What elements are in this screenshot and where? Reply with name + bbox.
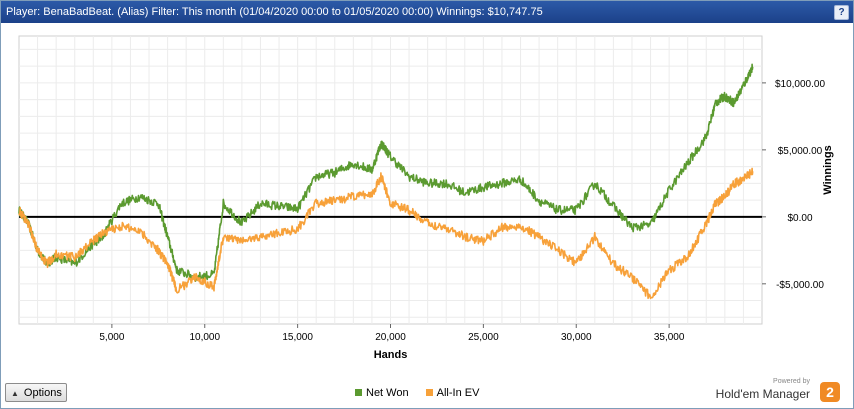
series-layer bbox=[18, 63, 754, 300]
x-tick-label: 25,000 bbox=[468, 332, 499, 343]
legend-swatch bbox=[425, 389, 433, 396]
x-tick-label: 10,000 bbox=[189, 332, 220, 343]
x-tick-label: 35,000 bbox=[654, 332, 685, 343]
help-icon[interactable]: ? bbox=[834, 5, 849, 20]
series-line bbox=[18, 63, 754, 283]
brand-logo: Powered by Hold'em Manager 2 bbox=[716, 378, 840, 404]
y-tick-label: $0.00 bbox=[787, 213, 812, 224]
brand-badge-icon: 2 bbox=[820, 382, 840, 402]
y-axis-ticks: -$5,000.00 $0.00 $5,000.00 $10,000.00 bbox=[762, 79, 825, 291]
grid bbox=[19, 36, 762, 324]
window-title: Player: BenaBadBeat. (Alias) Filter: Thi… bbox=[6, 6, 543, 18]
legend-item-net-won[interactable]: Net Won bbox=[355, 387, 409, 399]
y-axis-label: Winnings bbox=[822, 145, 834, 194]
x-axis-label: Hands bbox=[374, 349, 408, 361]
x-tick-label: 5,000 bbox=[99, 332, 124, 343]
legend-label: All-In EV bbox=[436, 387, 480, 399]
brand-name: Hold'em Manager bbox=[715, 387, 810, 401]
options-button[interactable]: ▲ Options bbox=[5, 383, 67, 402]
powered-by-text: Powered by bbox=[773, 378, 810, 385]
series-line bbox=[18, 167, 754, 300]
legend-label: Net Won bbox=[366, 387, 409, 399]
triangle-up-icon: ▲ bbox=[11, 389, 19, 398]
legend: Net Won All-In EV bbox=[355, 387, 493, 399]
legend-swatch bbox=[355, 389, 362, 396]
options-label: Options bbox=[23, 387, 62, 399]
x-tick-label: 30,000 bbox=[561, 332, 592, 343]
x-tick-label: 20,000 bbox=[375, 332, 406, 343]
legend-item-all-in-ev[interactable]: All-In EV bbox=[425, 387, 480, 399]
y-tick-label: $10,000.00 bbox=[775, 79, 825, 90]
y-tick-label: $5,000.00 bbox=[778, 146, 823, 157]
x-tick-label: 15,000 bbox=[282, 332, 313, 343]
x-axis-ticks: 5,000 10,000 15,000 20,000 25,000 30,000 35,00… bbox=[99, 324, 685, 343]
y-tick-label: -$5,000.00 bbox=[776, 280, 824, 291]
window-title-bar: Player: BenaBadBeat. (Alias) Filter: Thi… bbox=[1, 1, 853, 23]
